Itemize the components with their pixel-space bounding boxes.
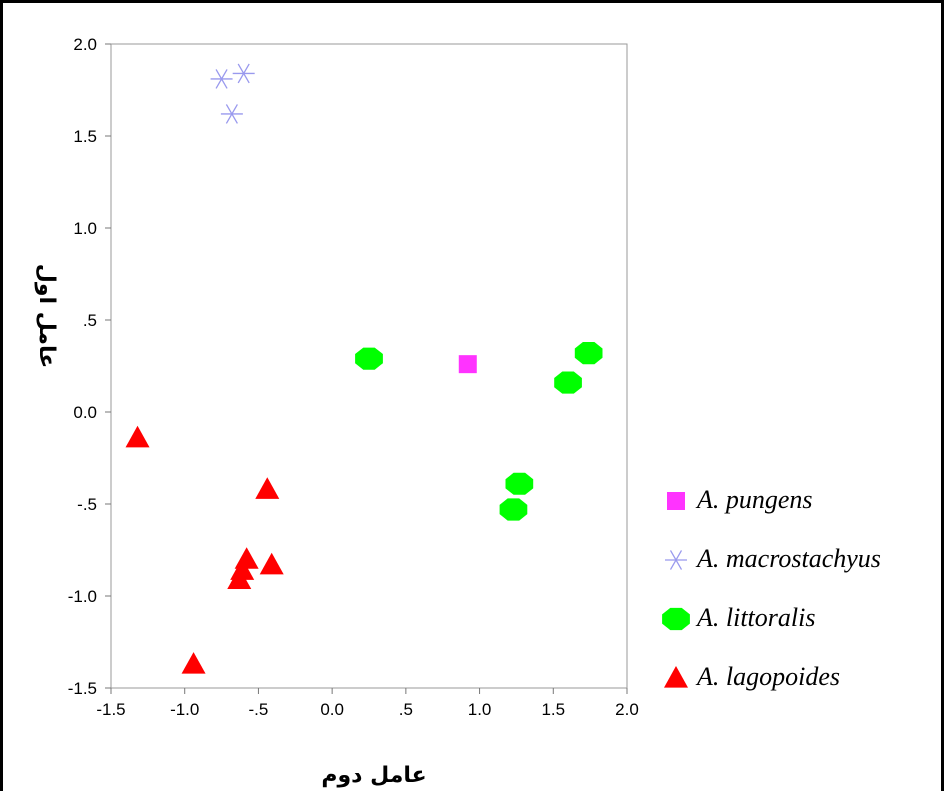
data-point-octagon [499,498,528,521]
legend-marker-triangle [664,666,688,688]
x-tick-label: -.5 [249,700,269,719]
x-tick-label: 1.0 [468,700,492,719]
plot-area [110,43,628,689]
legend-item: A. macrostachyus [665,544,881,573]
data-points [125,63,603,674]
legend-label: A. lagopoides [695,662,840,691]
data-point-asterisk [232,63,255,84]
data-point-triangle [227,567,252,590]
y-tick-label: -.5 [77,495,97,514]
plot-border [110,43,628,689]
legend-item: A. littoralis [662,603,815,632]
y-tick-label: -1.0 [68,587,97,606]
data-point-octagon [554,371,582,394]
data-point-octagon [505,472,534,495]
y-tick-label: .5 [83,311,97,330]
legend-marker-octagon [662,607,690,631]
x-tick-label: 0.0 [320,700,344,719]
legend-item: A. pungens [667,485,813,514]
legend-marker-square [667,492,685,510]
data-point-asterisk [220,104,243,124]
x-tick-label: -1.5 [96,700,125,719]
legend-item: A. lagopoides [664,662,840,691]
legend-label: A. macrostachyus [695,544,881,573]
y-tick-label: 2.0 [73,35,97,54]
axes: -1.5 -1.0 -.5 0.0 .5 1.0 1.5 2.0 2.0 1.5 1.0 .5 0.0 -… [68,35,639,719]
x-tick-label: 1.5 [541,700,565,719]
legend-marker-asterisk [665,550,687,570]
y-tick-label: 1.5 [73,127,97,146]
data-point-triangle [125,425,150,448]
data-point-triangle [255,477,280,499]
x-tick-label: 2.0 [615,700,639,719]
x-tick-label: -1.0 [170,700,199,719]
data-point-asterisk [210,69,233,89]
y-tick-label: -1.5 [68,679,97,698]
data-point-octagon [574,342,603,365]
x-tick-label: .5 [399,700,413,719]
y-tick-label: 0.0 [73,403,97,422]
x-axis-title: عامل دوم [321,763,426,788]
legend-label: A. pungens [695,485,813,514]
data-point-triangle [259,552,284,575]
y-tick-label: 1.0 [73,219,97,238]
data-point-triangle [181,652,206,674]
data-point-octagon [355,347,383,370]
legend-label: A. littoralis [695,603,815,632]
y-axis-title: عامل اول [34,264,59,369]
legend: A. pungens A. macrostachyus A. littoralis A… [662,485,881,691]
data-point-square [458,355,477,374]
